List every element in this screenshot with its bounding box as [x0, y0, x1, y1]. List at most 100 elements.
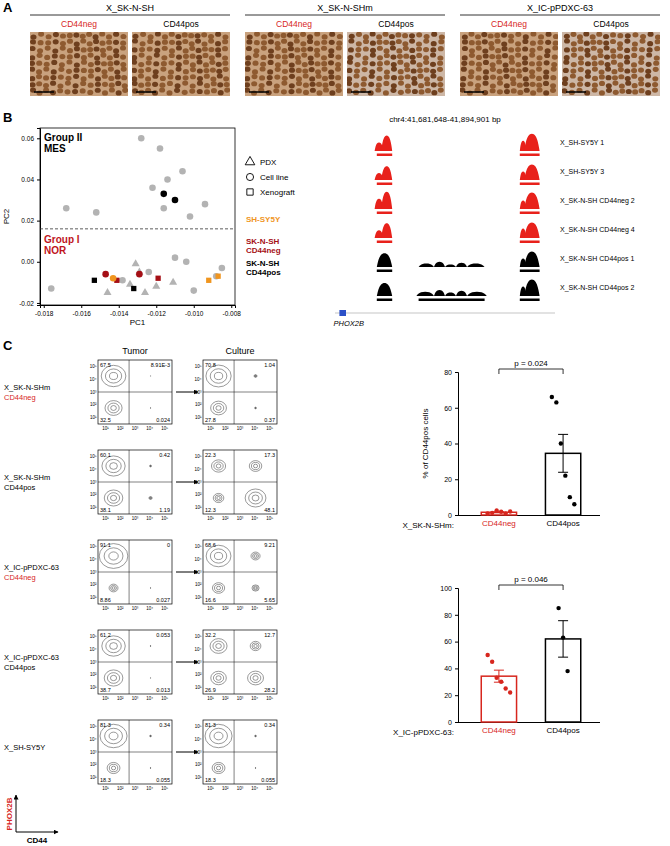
- nucleus: [503, 62, 509, 67]
- nucleus: [274, 83, 280, 88]
- nucleus: [419, 89, 425, 94]
- nucleus: [87, 41, 93, 46]
- nucleus: [645, 90, 651, 95]
- tick-label: 10¹: [102, 786, 109, 791]
- peak: [524, 134, 539, 151]
- tick-label: 10¹: [195, 595, 202, 600]
- tick-label: 10²: [222, 696, 229, 701]
- tick: 20: [444, 692, 458, 699]
- tick-label: 10³: [237, 516, 244, 521]
- nucleus: [410, 59, 416, 64]
- tick-label: 10¹: [195, 775, 202, 780]
- nucleus: [161, 55, 167, 60]
- contour: [150, 497, 151, 499]
- nucleus: [468, 74, 474, 79]
- peak-call: [377, 299, 392, 302]
- nucleus: [423, 67, 429, 72]
- contour: [250, 641, 261, 650]
- tick-label: 10²: [117, 696, 124, 701]
- ihc-group: X_SK-N-SHCD44negCD44pos: [29, 3, 230, 96]
- nucleus: [599, 81, 605, 86]
- scale-bar: [464, 91, 484, 93]
- nucleus: [370, 52, 376, 57]
- nucleus: [504, 74, 510, 79]
- nucleus: [246, 39, 252, 44]
- tick-label: 10³: [90, 660, 97, 665]
- nucleus: [336, 45, 342, 50]
- nucleus: [483, 69, 489, 74]
- nucleus: [469, 53, 475, 58]
- nucleus: [336, 88, 342, 93]
- title-rule: [245, 15, 445, 16]
- nucleus: [268, 39, 274, 44]
- peak: [434, 290, 445, 296]
- tick-label: 10⁴: [90, 467, 97, 472]
- nucleus: [288, 89, 294, 94]
- nucleus: [202, 53, 208, 58]
- nucleus: [347, 60, 353, 65]
- legend-label: Xenograft: [260, 188, 295, 197]
- tick-label: 10²: [117, 516, 124, 521]
- tick: -0.014: [110, 305, 129, 317]
- tick-label: 10¹: [90, 685, 97, 690]
- point: [164, 176, 171, 183]
- nucleus: [37, 53, 43, 58]
- nucleus: [295, 60, 301, 65]
- nucleus: [253, 48, 259, 53]
- nucleus: [329, 81, 335, 86]
- peak-call: [377, 212, 392, 215]
- point: [202, 201, 209, 208]
- nucleus: [52, 48, 58, 53]
- contour: [210, 369, 227, 383]
- nucleus: [190, 54, 196, 59]
- contour: [107, 493, 119, 504]
- nucleus: [488, 33, 494, 38]
- bar-chart: 020406080100CD44negCD44posX_IC-pPDXC-63:…: [393, 575, 600, 737]
- nucleus: [510, 81, 516, 86]
- nucleus: [504, 89, 510, 94]
- contour: [104, 670, 123, 686]
- nucleus: [639, 55, 645, 60]
- nucleus: [508, 34, 514, 39]
- tick: 0.04: [21, 176, 40, 183]
- nucleus: [391, 66, 397, 71]
- contour: [106, 459, 121, 472]
- nucleus: [309, 67, 315, 72]
- tick-label: CD44neg: [482, 726, 516, 735]
- nucleus: [377, 55, 383, 60]
- tick-mark: [37, 303, 40, 304]
- contour: [109, 372, 117, 379]
- nucleus: [610, 32, 616, 37]
- nucleus: [329, 40, 335, 45]
- tick-label: 10⁵: [195, 454, 202, 459]
- nucleus: [476, 66, 482, 71]
- axis: -0.020.000.020.040.06: [19, 129, 40, 307]
- nucleus: [508, 55, 514, 60]
- nucleus: [347, 88, 352, 93]
- nucleus: [50, 75, 56, 80]
- contour-plot: 81.30.3418.30.05510¹10¹10²10²10³10³10⁴10…: [195, 720, 277, 791]
- nucleus: [296, 81, 302, 86]
- point: [563, 473, 567, 477]
- nucleus: [619, 83, 625, 88]
- nucleus: [424, 81, 430, 86]
- tick: 0.06: [21, 135, 40, 142]
- quadrant-value: 1.19: [159, 507, 170, 513]
- nucleus: [307, 46, 313, 51]
- nucleus: [438, 39, 444, 44]
- nucleus: [461, 67, 467, 72]
- plot-frame: [98, 540, 172, 604]
- point: [565, 669, 569, 673]
- tick-label: 10²: [195, 762, 202, 767]
- nucleus: [138, 62, 144, 67]
- nucleus: [348, 38, 354, 43]
- nucleus: [209, 60, 215, 65]
- nucleus: [368, 90, 374, 95]
- nucleus: [592, 61, 598, 66]
- contour: [106, 639, 121, 652]
- peak: [419, 264, 434, 267]
- contour: [150, 735, 152, 737]
- nucleus: [571, 62, 577, 67]
- contour: [102, 636, 125, 656]
- nucleus: [438, 46, 444, 51]
